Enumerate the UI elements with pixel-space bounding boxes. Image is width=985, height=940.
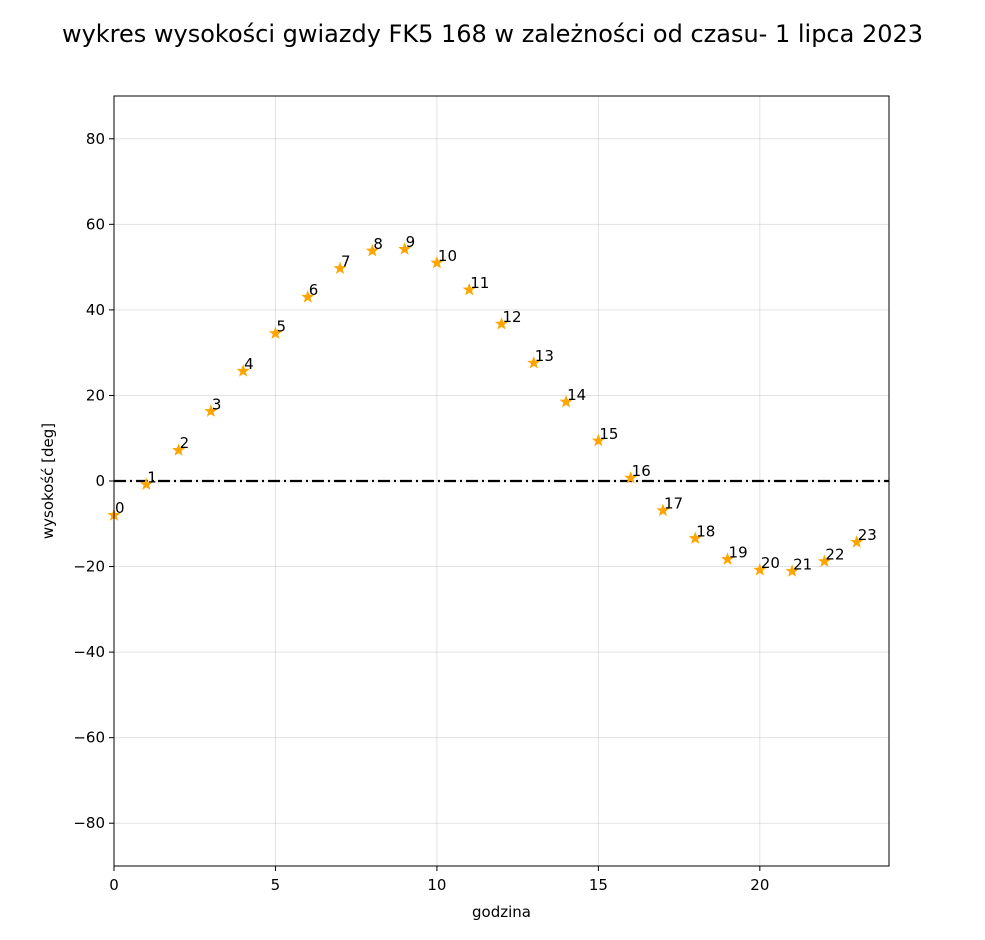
point-label: 8 bbox=[373, 235, 383, 253]
x-tick-label: 5 bbox=[271, 876, 281, 894]
data-point-star bbox=[753, 563, 767, 576]
y-tick-label: 40 bbox=[86, 301, 105, 319]
data-point-star bbox=[268, 326, 282, 339]
point-label: 14 bbox=[567, 386, 586, 404]
data-point-star bbox=[398, 242, 412, 255]
data-point-star bbox=[204, 404, 218, 417]
data-point-star bbox=[656, 503, 670, 517]
point-label: 16 bbox=[632, 462, 651, 480]
point-label: 19 bbox=[729, 543, 748, 561]
data-point-star bbox=[365, 243, 379, 257]
y-tick-label: 20 bbox=[86, 386, 105, 404]
y-tick-label: 60 bbox=[86, 215, 105, 233]
data-point-star bbox=[817, 554, 831, 567]
data-point-star bbox=[172, 443, 186, 456]
point-label: 15 bbox=[599, 425, 618, 443]
data-point-star bbox=[430, 255, 444, 269]
point-label: 9 bbox=[406, 233, 416, 251]
y-tick-label: 80 bbox=[86, 130, 105, 148]
point-label: 0 bbox=[115, 499, 125, 517]
point-label: 13 bbox=[535, 347, 554, 365]
point-label: 21 bbox=[793, 555, 812, 573]
point-label: 3 bbox=[212, 395, 222, 413]
point-label: 22 bbox=[825, 545, 844, 563]
point-label: 5 bbox=[276, 317, 286, 335]
data-point-star bbox=[139, 477, 153, 490]
x-tick-label: 15 bbox=[589, 876, 608, 894]
point-label: 11 bbox=[470, 274, 489, 292]
y-axis-label: wysokość [deg] bbox=[39, 423, 57, 539]
point-label: 18 bbox=[696, 522, 715, 540]
point-label: 17 bbox=[664, 495, 683, 513]
point-label: 23 bbox=[858, 526, 877, 544]
data-point-star bbox=[236, 364, 250, 377]
x-tick-label: 10 bbox=[427, 876, 446, 894]
y-tick-label: −60 bbox=[73, 729, 105, 747]
y-tick-label: −40 bbox=[73, 643, 105, 661]
data-point-star bbox=[624, 471, 638, 484]
data-point-star bbox=[559, 394, 573, 408]
data-point-star bbox=[591, 433, 605, 447]
data-point-star bbox=[785, 564, 799, 577]
data-point-star bbox=[494, 317, 509, 330]
y-tick-label: −20 bbox=[73, 558, 105, 576]
point-label: 20 bbox=[761, 554, 780, 572]
data-point-star bbox=[301, 290, 315, 303]
point-label: 7 bbox=[341, 252, 351, 270]
data-point-star bbox=[850, 535, 864, 548]
point-label: 10 bbox=[438, 247, 457, 265]
data-point-star bbox=[527, 356, 541, 369]
point-label: 12 bbox=[503, 308, 522, 326]
x-tick-label: 20 bbox=[750, 876, 769, 894]
x-axis-label: godzina bbox=[472, 903, 531, 921]
data-point-star bbox=[688, 531, 702, 544]
point-label: 6 bbox=[309, 281, 319, 299]
data-point-star bbox=[333, 261, 347, 274]
point-label: 2 bbox=[180, 434, 190, 452]
chart-title: wykres wysokości gwiazdy FK5 168 w zależ… bbox=[61, 20, 924, 48]
point-label: 1 bbox=[147, 468, 157, 486]
y-tick-label: 0 bbox=[95, 472, 105, 490]
data-point-star bbox=[462, 282, 476, 296]
x-tick-label: 0 bbox=[109, 876, 119, 894]
point-label: 4 bbox=[244, 355, 254, 373]
data-point-star bbox=[721, 552, 735, 565]
y-tick-label: −80 bbox=[73, 814, 105, 832]
